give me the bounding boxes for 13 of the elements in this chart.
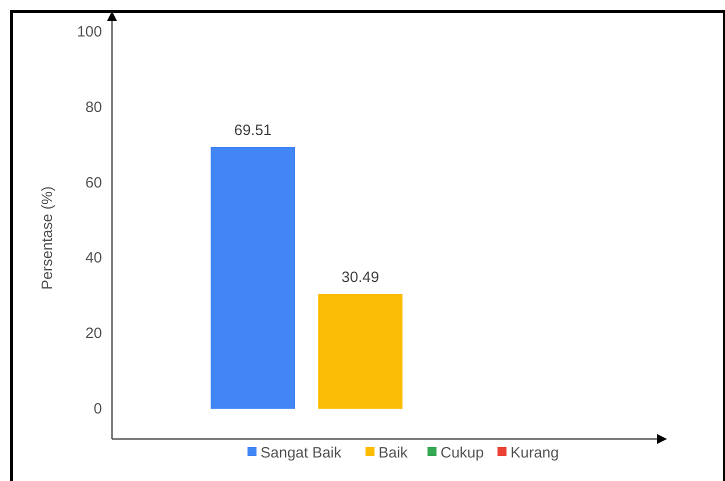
y-tick-label: 100 [76,24,102,41]
legend-label: Cukup [440,444,484,462]
data-label: 69.51 [234,122,272,139]
y-tick-label: 80 [85,98,102,116]
y-tick-label: 20 [85,325,102,342]
y-axis-title: Persentase (%) [39,186,56,290]
legend-label: Baik [378,444,408,462]
y-tick-label: 40 [85,250,102,267]
legend-label: Sangat Baik [260,444,342,462]
data-label: 30.49 [342,268,380,286]
y-tick-label: 0 [94,400,102,418]
y-tick-label: 60 [85,174,102,192]
legend-label: Kurang [510,444,559,462]
